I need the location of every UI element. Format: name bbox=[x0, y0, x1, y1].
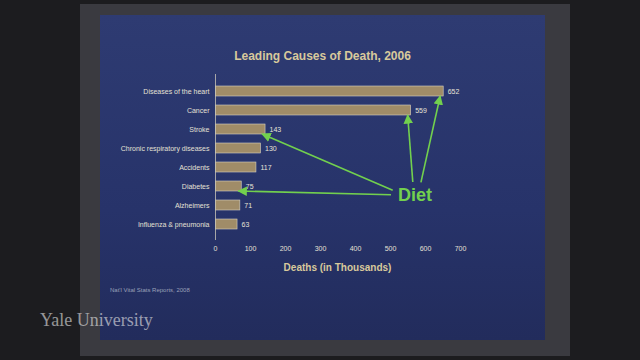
svg-text:Influenza & pneumonia: Influenza & pneumonia bbox=[138, 221, 210, 229]
svg-text:Stroke: Stroke bbox=[189, 126, 209, 133]
svg-text:143: 143 bbox=[270, 126, 282, 133]
svg-text:Cancer: Cancer bbox=[187, 107, 210, 114]
svg-text:300: 300 bbox=[315, 245, 327, 252]
html-text:Leading Causes of Death, 2006: Leading Causes of Death, 2006 bbox=[234, 49, 411, 63]
svg-text:0: 0 bbox=[214, 245, 218, 252]
html-text:Nat'l Vital Stats Reports, 200: Nat'l Vital Stats Reports, 2008 bbox=[110, 287, 190, 293]
svg-text:200: 200 bbox=[280, 245, 292, 252]
svg-text:75: 75 bbox=[246, 183, 254, 190]
svg-text:652: 652 bbox=[448, 88, 460, 95]
svg-text:400: 400 bbox=[350, 245, 362, 252]
svg-text:130: 130 bbox=[265, 145, 277, 152]
svg-text:Diabetes: Diabetes bbox=[182, 183, 210, 190]
svg-text:Diseases of the heart: Diseases of the heart bbox=[143, 88, 209, 95]
svg-text:700: 700 bbox=[455, 245, 467, 252]
html-text:Deaths (in Thousands): Deaths (in Thousands) bbox=[283, 262, 392, 273]
svg-text:71: 71 bbox=[244, 202, 252, 209]
svg-text:600: 600 bbox=[420, 245, 432, 252]
svg-text:500: 500 bbox=[385, 245, 397, 252]
svg-text:117: 117 bbox=[260, 164, 271, 171]
svg-text:559: 559 bbox=[415, 107, 427, 114]
svg-text:Alzheimers: Alzheimers bbox=[175, 202, 210, 209]
svg-text:Diet: Diet bbox=[398, 185, 432, 205]
svg-text:Chronic respiratory diseases: Chronic respiratory diseases bbox=[121, 145, 210, 153]
html-text:Yale University: Yale University bbox=[40, 310, 153, 330]
svg-text:Accidents: Accidents bbox=[179, 164, 210, 171]
svg-text:100: 100 bbox=[245, 245, 257, 252]
svg-text:63: 63 bbox=[242, 221, 250, 228]
